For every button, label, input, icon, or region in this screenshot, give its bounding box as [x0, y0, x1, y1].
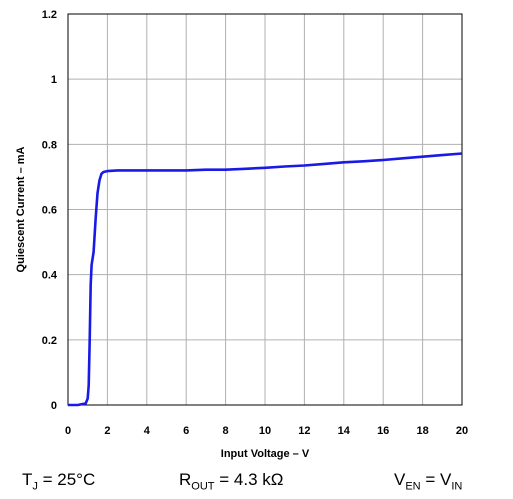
y-axis-label: Quiescent Current – mA — [15, 146, 27, 272]
x-tick-label: 6 — [183, 425, 189, 437]
tj-symbol: T — [22, 470, 33, 489]
x-tick-label: 18 — [416, 425, 428, 437]
x-tick-label: 10 — [259, 425, 271, 437]
ven-subscript: EN — [405, 480, 421, 493]
x-tick-label: 0 — [65, 425, 71, 437]
y-tick-label: 0.8 — [42, 139, 57, 151]
rout-subscript: OUT — [191, 480, 215, 493]
y-tick-label: 0 — [51, 400, 57, 412]
x-tick-label: 2 — [104, 425, 110, 437]
ven-subscript-2: IN — [451, 480, 463, 493]
x-tick-labels: 0 2 4 6 8 10 12 14 16 18 20 — [65, 425, 468, 437]
x-tick-label: 16 — [377, 425, 389, 437]
rout-symbol: R — [179, 470, 192, 489]
grid — [67, 13, 463, 406]
tj-subscript: J — [32, 480, 38, 493]
x-axis-label: Input Voltage – V — [221, 448, 310, 460]
y-tick-label: 0.4 — [42, 270, 58, 282]
y-tick-label: 0.6 — [42, 205, 57, 217]
tj-value: = 25°C — [37, 470, 96, 489]
y-tick-labels: 0 0.2 0.4 0.6 0.8 1 1.2 — [42, 9, 58, 412]
condition-junction-temperature: TJ = 25°C — [22, 470, 95, 492]
x-tick-label: 12 — [298, 425, 310, 437]
x-tick-label: 4 — [144, 425, 151, 437]
condition-enable-voltage: VEN = VIN — [394, 470, 462, 492]
plot-frame — [67, 13, 463, 406]
rout-value: = 4.3 kΩ — [214, 470, 284, 489]
y-tick-label: 1.2 — [42, 9, 57, 21]
x-tick-label: 14 — [338, 425, 351, 437]
ven-symbol: V — [394, 470, 406, 489]
series-line-quiescent-current — [68, 152, 463, 407]
y-tick-label: 1 — [51, 74, 57, 86]
x-tick-label: 8 — [223, 425, 229, 437]
condition-output-resistance: ROUT = 4.3 kΩ — [179, 470, 283, 492]
quiescent-current-chart: 0 2 4 6 8 10 12 14 16 18 20 0 0.2 0.4 0.6 0.8 1 1.2 Inpu… — [15, 9, 468, 460]
ven-value: = V — [420, 470, 452, 489]
x-tick-label: 20 — [456, 425, 468, 437]
y-tick-label: 0.2 — [42, 335, 57, 347]
